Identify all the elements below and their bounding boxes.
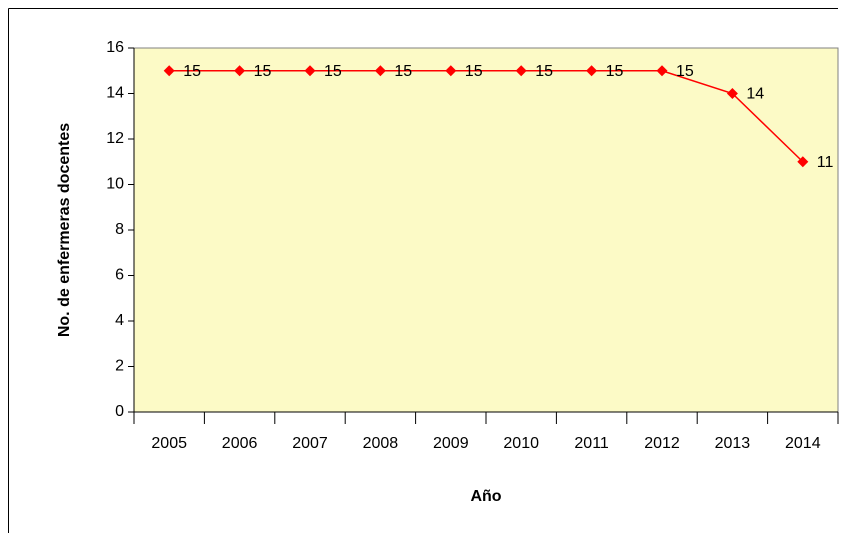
data-point <box>515 65 527 77</box>
data-label: 15 <box>606 63 624 80</box>
data-point <box>726 88 738 99</box>
x-tick-label: 2012 <box>644 435 680 452</box>
data-label: 15 <box>324 63 342 80</box>
x-tick-label: 2007 <box>292 435 328 452</box>
data-point <box>304 65 316 77</box>
data-point <box>797 156 809 168</box>
data-point <box>234 65 246 77</box>
y-tick-label: 2 <box>115 358 124 375</box>
x-tick-label: 2005 <box>151 435 187 452</box>
data-label: 14 <box>746 86 764 103</box>
data-point <box>656 65 668 77</box>
x-tick-label: 2009 <box>433 435 469 452</box>
y-tick-label: 0 <box>115 403 124 420</box>
y-tick-label: 12 <box>106 130 124 147</box>
data-point <box>586 65 598 77</box>
data-label: 15 <box>676 63 694 80</box>
y-tick-label: 14 <box>106 85 124 102</box>
y-tick-label: 6 <box>115 267 124 284</box>
x-tick-label: 2014 <box>785 435 821 452</box>
data-label: 11 <box>817 154 834 171</box>
x-tick-label: 2006 <box>222 435 258 452</box>
data-point <box>163 65 175 77</box>
data-label: 15 <box>183 63 201 80</box>
data-label: 15 <box>394 63 412 80</box>
x-tick-label: 2010 <box>503 435 539 452</box>
y-tick-label: 4 <box>115 312 124 329</box>
series-line <box>169 70 804 163</box>
data-label: 15 <box>254 63 272 80</box>
x-tick-label: 2013 <box>715 435 751 452</box>
data-label: 15 <box>535 63 553 80</box>
data-label: 15 <box>465 63 483 80</box>
data-point <box>374 65 386 77</box>
x-tick-label: 2011 <box>574 435 609 452</box>
x-axis-label: Año <box>470 488 501 505</box>
y-tick-label: 16 <box>106 39 124 56</box>
x-tick-label: 2008 <box>363 435 399 452</box>
y-tick-label: 8 <box>115 221 124 238</box>
y-axis-label: No. de enfermeras docentes <box>56 123 73 337</box>
plot-area <box>133 47 839 413</box>
data-point <box>445 65 457 77</box>
y-tick-label: 10 <box>106 176 124 193</box>
